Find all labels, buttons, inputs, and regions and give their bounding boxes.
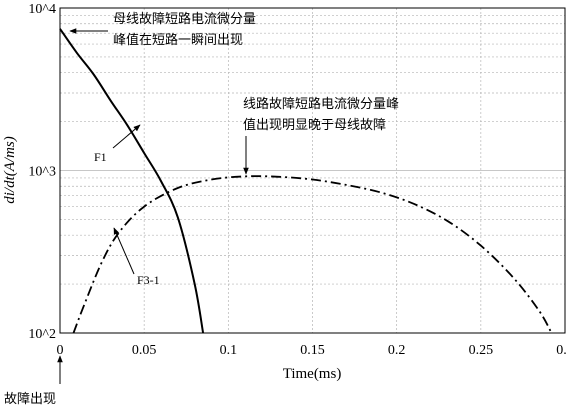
x-tick-label: 0.15 bbox=[300, 343, 325, 358]
x-tick-label: 0.1 bbox=[220, 343, 238, 358]
series-label-f1: F1 bbox=[94, 150, 107, 164]
y-axis-label: di/dt(A/ms) bbox=[2, 136, 18, 204]
busbar-annotation-line1: 母线故障短路电流微分量 bbox=[113, 11, 256, 27]
y-tick-label: 10^4 bbox=[28, 2, 56, 17]
x-tick-label: 0.25 bbox=[469, 343, 494, 358]
plot-frame bbox=[59, 7, 566, 334]
series-label-f3-1-leader bbox=[113, 227, 135, 275]
series-line-f1 bbox=[59, 28, 205, 334]
fault-occurs-label: 故障出现 bbox=[4, 392, 56, 407]
y-tick-label: 10^2 bbox=[28, 327, 56, 342]
grid bbox=[60, 8, 565, 333]
x-tick-label: 0 bbox=[57, 343, 64, 358]
x-tick-label: 0.3 bbox=[556, 343, 567, 358]
line-fault-annotation-line2: 值出现明显晚于母线故障 bbox=[243, 117, 386, 133]
x-tick-label: 0.05 bbox=[132, 343, 157, 358]
busbar-annotation-line2: 峰值在短路一瞬间出现 bbox=[113, 32, 243, 48]
series-label-f3-1: F3-1 bbox=[137, 273, 160, 287]
series-label-f1-leader bbox=[112, 124, 141, 149]
x-axis-label: Time(ms) bbox=[283, 366, 342, 382]
y-tick-label: 10^3 bbox=[28, 165, 56, 180]
x-tick-label: 0.2 bbox=[388, 343, 406, 358]
line-fault-annotation-line1: 线路故障短路电流微分量峰 bbox=[243, 96, 399, 112]
series-lines bbox=[59, 28, 553, 334]
tick-labels: 0 0.05 0.1 0.15 0.2 0.25 0.3 10^2 10^3 10^4 bbox=[28, 2, 567, 358]
